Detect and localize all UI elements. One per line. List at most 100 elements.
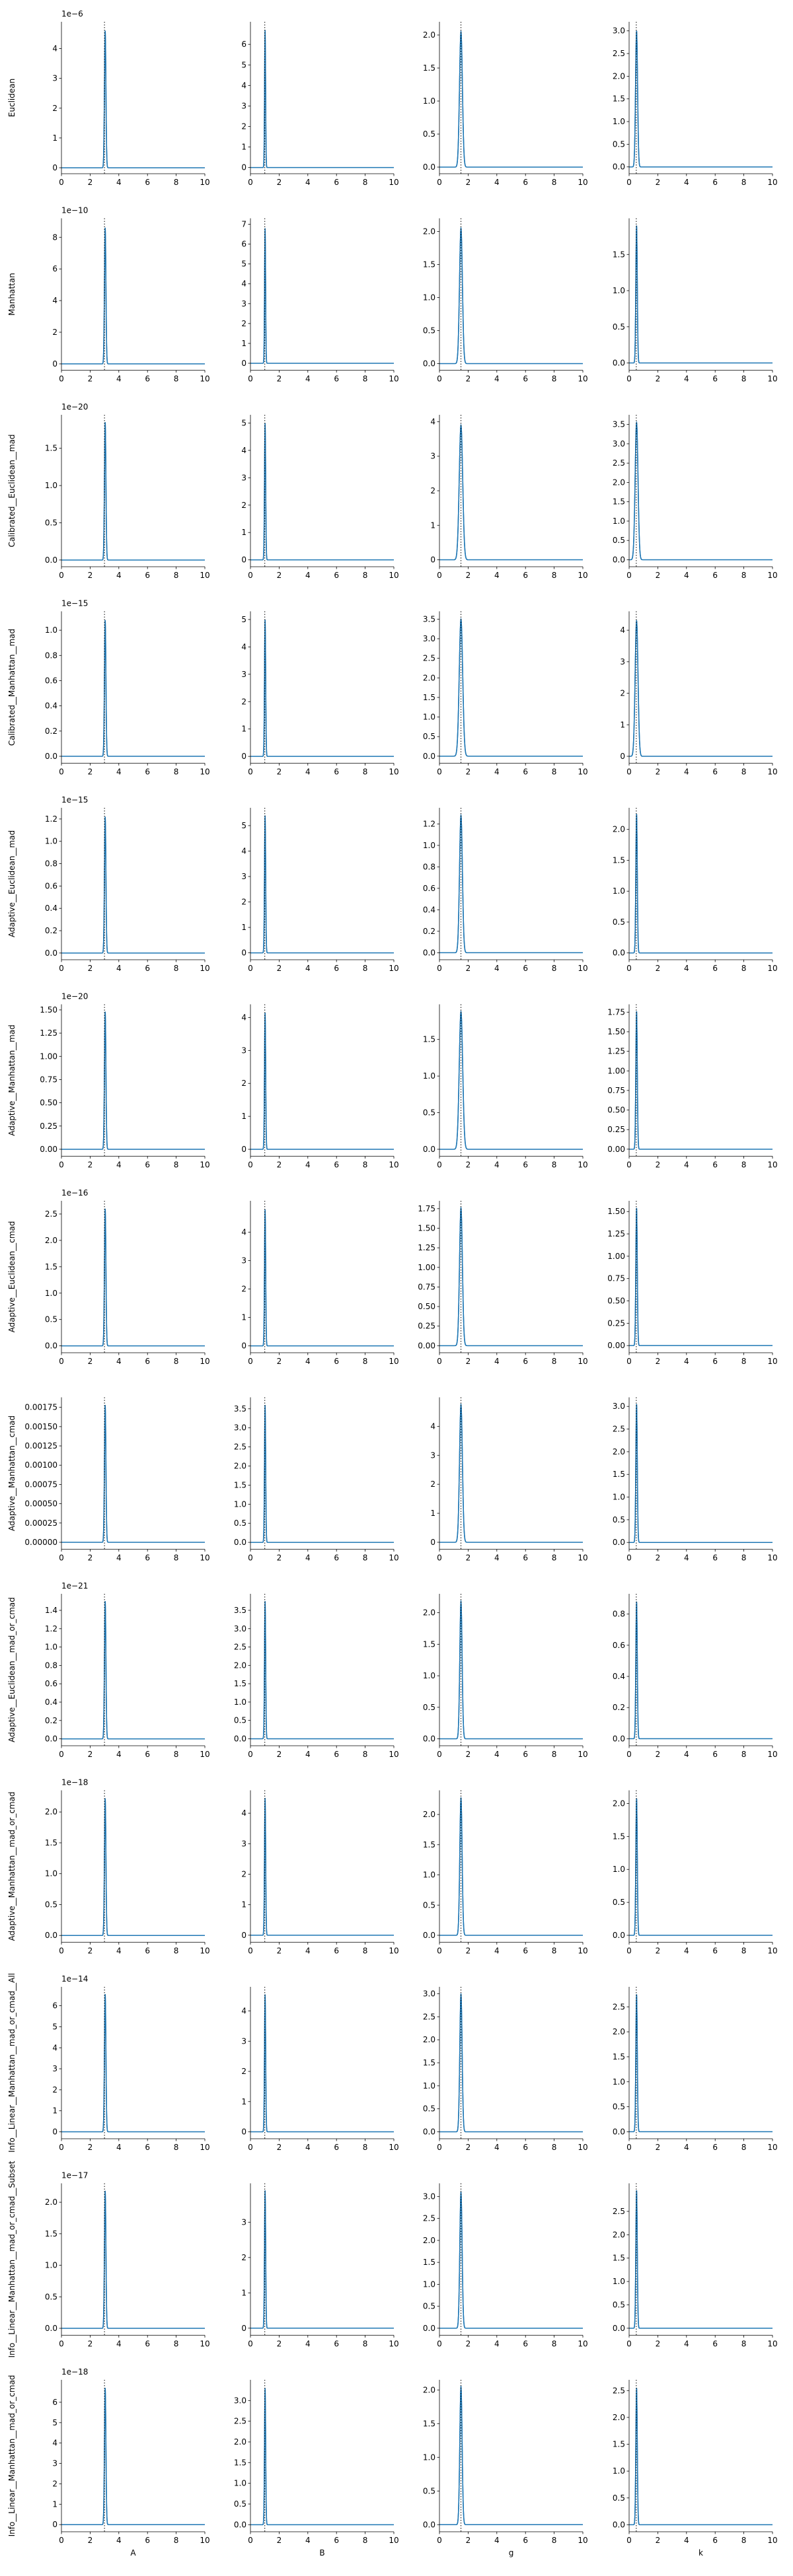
x-tick-label: 8 — [363, 178, 368, 187]
y-tick-label: 0.5 — [613, 1515, 625, 1524]
x-tick-label: 0 — [437, 1554, 442, 1563]
y-tick-label: 0.8 — [613, 1610, 625, 1619]
y-tick-label: 1.00 — [607, 1066, 625, 1075]
y-tick-label: 0 — [241, 2324, 246, 2333]
density-curve — [61, 1208, 205, 1347]
x-tick-label: 0 — [626, 375, 632, 384]
panel-g: 0 1 2 3 4 0 2 4 6 8 10 — [430, 415, 588, 580]
density-peak — [102, 816, 108, 954]
y-tick-label: 1.25 — [607, 1047, 625, 1056]
x-tick-label: 8 — [363, 375, 368, 384]
y-tick-label: 2 — [241, 898, 246, 907]
y-tick-label: 0.8 — [45, 1661, 57, 1670]
panel-k: 0.0 0.5 1.0 1.5 2.0 2.5 3.0 3.5 0 2 4 6 8 10 — [613, 415, 778, 580]
y-tick-label: 0.0 — [613, 359, 625, 368]
density-curve — [250, 424, 394, 561]
density-curve — [250, 31, 394, 168]
row-ylabel: Euclidean — [7, 79, 17, 117]
x-tick-label: 2 — [277, 2536, 282, 2545]
x-tick-label: 8 — [741, 375, 747, 384]
density-curve — [250, 1210, 394, 1347]
x-tick-label: 10 — [389, 964, 398, 973]
x-tick-label: 8 — [363, 1554, 368, 1563]
y-tick-label: 1 — [241, 725, 246, 734]
x-tick-label: 4 — [116, 178, 122, 187]
y-tick-label: 1.0 — [613, 517, 625, 526]
x-tick-label: 2 — [88, 375, 93, 384]
x-tick-label: 8 — [174, 571, 179, 580]
y-tick-label: 1 — [241, 2288, 246, 2297]
y-tick-label: 1.5 — [423, 1639, 435, 1649]
y-tick-label: 4 — [241, 446, 246, 455]
panel-g: 0.0 0.5 1.0 1.5 2.0 0 2 4 6 8 10 — [423, 22, 588, 187]
panel-A: 0.0 0.5 1.0 1.5 2.0 2.5 0 2 4 6 8 10 1e−16 — [45, 1188, 210, 1366]
y-tick-label: 0.5 — [613, 917, 625, 927]
density-peak — [262, 2190, 268, 2329]
y-tick-label: 0.5 — [613, 536, 625, 545]
y-tick-label: 2 — [241, 1285, 246, 1294]
y-tick-label: 3 — [241, 1256, 246, 1265]
panel-g: 0.0 0.5 1.0 1.5 2.0 2.5 3.0 0 2 4 6 8 10 — [423, 1987, 588, 2152]
density-curve — [250, 1013, 394, 1150]
density-peak — [102, 1011, 108, 1150]
x-tick-label: 4 — [305, 1161, 311, 1170]
y-tick-label: 6 — [52, 2398, 57, 2407]
y-tick-label: 0.0 — [423, 948, 435, 957]
x-tick-label: 2 — [656, 1357, 661, 1366]
x-tick-label: 2 — [88, 1554, 93, 1563]
row-2: Manhattan 0 2 4 6 8 0 2 4 6 8 10 1e−10 0 1 2 3 4 5 6 7 0 2 4 6 8 1… — [7, 206, 778, 384]
y-tick-label: 1.50 — [607, 1207, 625, 1216]
y-tick-label: 0.6 — [45, 676, 57, 685]
y-tick-label: 6 — [241, 240, 246, 249]
x-tick-label: 0 — [437, 2143, 442, 2152]
x-tick-label: 10 — [767, 1357, 777, 1366]
x-tick-label: 0 — [248, 1947, 253, 1956]
y-tick-label: 2.0 — [45, 1236, 57, 1245]
y-tick-label: 0.50 — [418, 1302, 435, 1311]
density-peak — [633, 1601, 640, 1740]
y-tick-label: 0.5 — [423, 129, 435, 139]
y-tick-label: 1.0 — [423, 841, 435, 850]
y-tick-label: 1.5 — [613, 2254, 625, 2263]
panel-A: 0.00000 0.00025 0.00050 0.00075 0.00100 0.001… — [24, 1397, 210, 1563]
x-tick-label: 6 — [145, 1161, 150, 1170]
x-tick-label: 4 — [684, 1357, 689, 1366]
y-tick-label: 0 — [241, 1342, 246, 1351]
x-tick-label: 2 — [466, 964, 471, 973]
y-tick-label: 0.8 — [423, 862, 435, 871]
y-tick-label: 2.0 — [45, 1807, 57, 1816]
x-tick-label: 6 — [334, 178, 339, 187]
y-tick-label: 1.0 — [234, 1499, 246, 1509]
panel-g: 0.00 0.25 0.50 0.75 1.00 1.25 1.50 1.75 0 2 4 6 8 10 — [418, 1201, 588, 1366]
x-tick-label: 10 — [767, 1161, 777, 1170]
x-tick-label: 10 — [767, 2536, 777, 2545]
y-tick-label: 0 — [241, 359, 246, 368]
row-ylabel: Adaptive__Manhattan__mad_or_cmad — [7, 1792, 17, 1941]
y-tick-label: 1 — [52, 2106, 57, 2116]
x-tick-label: 10 — [200, 2143, 209, 2152]
y-tick-label: 2 — [430, 486, 435, 495]
x-tick-label: 2 — [277, 2143, 282, 2152]
panel-A: 0 2 4 6 8 0 2 4 6 8 10 1e−10 — [52, 206, 209, 384]
x-tick-label: 2 — [277, 571, 282, 580]
y-tick-label: 0.75 — [40, 1075, 57, 1084]
y-tick-label: 3 — [241, 101, 246, 110]
x-tick-label: 4 — [684, 1554, 689, 1563]
density-peak — [102, 1798, 108, 1936]
x-tick-label: 4 — [684, 2143, 689, 2152]
x-tick-label: 6 — [145, 178, 150, 187]
y-tick-label: 1 — [430, 520, 435, 530]
x-tick-label: 6 — [712, 1161, 718, 1170]
density-curve — [61, 422, 205, 561]
density-peak — [454, 618, 469, 757]
x-tick-label: 0 — [626, 2143, 632, 2152]
y-tick-label: 1.0 — [613, 286, 625, 295]
y-tick-label: 0.5 — [234, 1716, 246, 1725]
x-tick-label: 0 — [437, 178, 442, 187]
x-tick-label: 0 — [626, 2536, 632, 2545]
y-tick-label: 5 — [241, 615, 246, 624]
y-tick-label: 2.0 — [45, 2198, 57, 2207]
y-tick-label: 6 — [52, 2001, 57, 2011]
x-tick-label: 4 — [116, 964, 122, 973]
y-tick-label: 2.5 — [613, 2207, 625, 2216]
